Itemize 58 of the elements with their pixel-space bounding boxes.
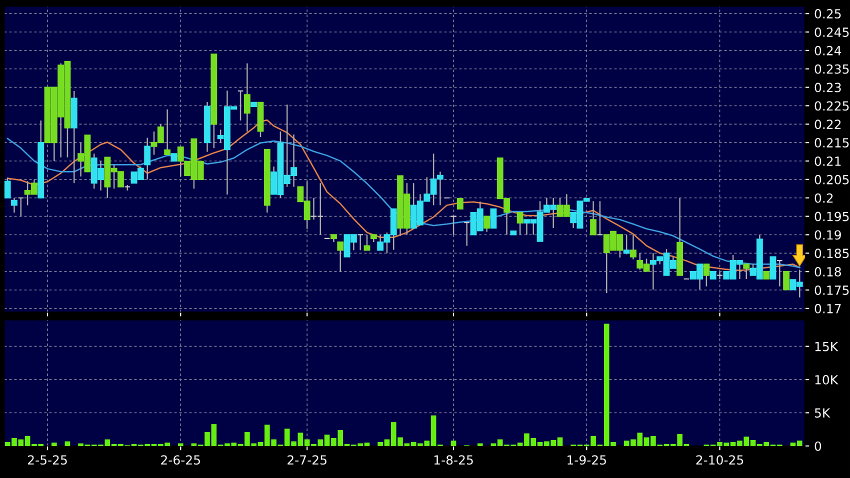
x-tick-label: 2-7-25: [288, 455, 326, 465]
candlestick: [484, 216, 490, 232]
y-tick-label: 0.235: [814, 64, 849, 74]
bar: [64, 441, 70, 446]
candlestick: [357, 234, 364, 251]
candlestick: [630, 234, 636, 260]
y-tick-label: 0.21: [814, 156, 841, 166]
x-tick-label: 2-10-25: [696, 455, 744, 465]
candlestick: [783, 271, 790, 290]
candlestick: [164, 108, 171, 156]
y-tick-label: 0.185: [814, 248, 849, 258]
y-tick-label: 0.22: [814, 120, 841, 130]
candlestick: [364, 234, 370, 251]
candlestick: [590, 200, 597, 236]
candlestick: [743, 264, 750, 280]
y-tick-label: 0.2: [814, 193, 833, 203]
y-tick-label: 0.24: [814, 46, 842, 56]
candlestick: [337, 241, 344, 272]
y-tick-label: 0.23: [814, 82, 841, 92]
x-tick-label: 1-8-25: [434, 455, 473, 465]
candlestick: [4, 176, 11, 198]
candlestick: [464, 222, 470, 246]
y-tick-label: 0.175: [814, 285, 849, 295]
y-tick-label: 0.17: [814, 304, 841, 314]
x-tick-label: 2-5-25: [28, 455, 67, 465]
y-tick-label: 0.25: [814, 9, 841, 19]
candlestick: [11, 197, 18, 214]
y-tick-label: 0.195: [814, 212, 849, 222]
y-tick-label: 0.245: [814, 27, 849, 37]
y-tick-label: 15K: [815, 342, 838, 352]
candlestick: [450, 216, 457, 236]
candlestick: [144, 137, 151, 180]
candlestick: [776, 260, 783, 287]
y-tick-label: 5K: [814, 408, 830, 418]
y-tick-label: 10K: [815, 375, 838, 384]
x-tick-label: 1-9-25: [568, 455, 606, 465]
candlestick: [770, 256, 776, 280]
y-tick-label: 0: [814, 441, 822, 451]
candlestick: [703, 264, 710, 287]
bar: [477, 443, 483, 446]
candlestick: [490, 208, 497, 229]
candlestick: [596, 200, 604, 236]
y-tick-label: 0.19: [814, 230, 841, 240]
candlestick: [456, 198, 464, 210]
candlestick: [244, 62, 250, 132]
bar: [450, 440, 456, 446]
y-tick-label: 0.18: [814, 267, 841, 277]
candlestick: [237, 90, 244, 122]
bar: [178, 443, 184, 446]
x-tick-label: 2-6-25: [161, 455, 200, 465]
y-tick-label: 0.225: [814, 101, 849, 111]
candlestick: [716, 270, 723, 280]
y-tick-label: 0.205: [814, 174, 849, 184]
bar: [52, 442, 57, 446]
y-tick-label: 0.215: [814, 138, 849, 148]
candlestick: [623, 234, 630, 255]
candlestick: [18, 197, 24, 217]
candlestick: [516, 212, 524, 236]
